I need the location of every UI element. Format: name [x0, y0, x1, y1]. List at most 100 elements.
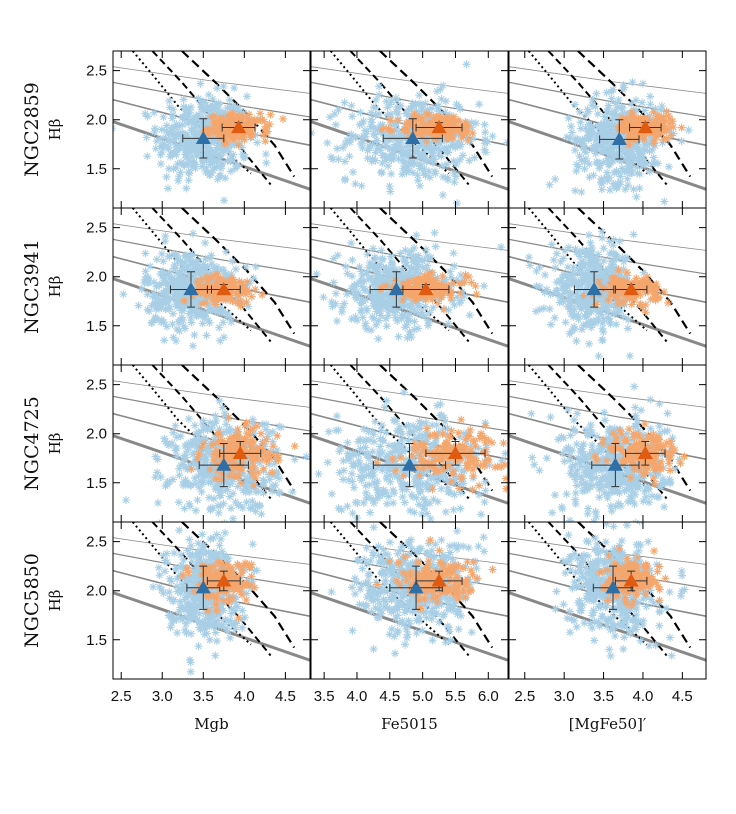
disc-point [357, 181, 366, 190]
disc-point [407, 105, 416, 114]
disc-point [361, 481, 370, 490]
disc-point [163, 280, 172, 289]
disc-point [164, 143, 173, 152]
disc-point [193, 302, 202, 311]
bulge-point [446, 116, 455, 125]
disc-point [412, 147, 421, 156]
bulge-point [652, 124, 661, 133]
disc-point [606, 319, 615, 328]
bulge-point [636, 300, 645, 309]
bulge-point [627, 113, 636, 122]
bulge-point [410, 446, 419, 455]
disc-point [348, 112, 357, 121]
disc-point [398, 447, 407, 456]
y-tick-label: 2.5 [86, 220, 107, 237]
disc-point [381, 275, 390, 284]
disc-point [240, 480, 249, 489]
disc-point [222, 414, 231, 423]
bulge-point [269, 442, 278, 451]
bulge-point [493, 462, 502, 471]
bulge-point [638, 283, 647, 292]
disc-point [218, 138, 227, 147]
disc-point [568, 462, 577, 471]
disc-point [609, 241, 618, 250]
disc-point [594, 142, 603, 151]
disc-point [584, 120, 593, 129]
disc-point [552, 278, 561, 287]
disc-point [381, 156, 390, 165]
disc-point [612, 143, 621, 152]
disc-point [367, 326, 376, 335]
disc-point [443, 147, 452, 156]
disc-point [222, 247, 231, 256]
model-grid-age-line [311, 66, 508, 94]
bulge-point [612, 276, 621, 285]
disc-point [393, 427, 402, 436]
disc-point [344, 476, 353, 485]
disc-point [251, 262, 260, 271]
disc-point [159, 271, 168, 280]
disc-point [189, 229, 198, 238]
disc-point [394, 439, 403, 448]
disc-point [176, 256, 185, 265]
bulge-point [467, 456, 476, 465]
disc-point [406, 506, 415, 515]
disc-point [238, 143, 247, 152]
disc-mean-marker [388, 281, 404, 296]
disc-point [532, 266, 541, 275]
disc-point [434, 151, 443, 160]
disc-point [244, 302, 253, 311]
disc-point [657, 102, 666, 111]
disc-point [396, 249, 405, 258]
disc-point [597, 185, 606, 194]
disc-point [441, 472, 450, 481]
disc-point [401, 446, 410, 455]
panel-ngc4725-2 [508, 364, 707, 523]
disc-point [170, 293, 179, 302]
disc-point [242, 498, 251, 507]
disc-point [600, 137, 609, 146]
disc-point [459, 479, 468, 488]
disc-point [207, 259, 216, 268]
disc-point [372, 307, 381, 316]
disc-point [361, 321, 370, 330]
disc-point [213, 137, 222, 146]
bulge-point [450, 122, 459, 131]
disc-point [390, 148, 399, 157]
bulge-point [230, 471, 239, 480]
disc-point [196, 79, 205, 88]
bulge-point [244, 439, 253, 448]
disc-point [180, 454, 189, 463]
disc-point [185, 255, 194, 264]
disc-point [337, 307, 346, 316]
bulge-point [469, 454, 478, 463]
disc-point [438, 161, 447, 170]
disc-point [259, 488, 268, 497]
disc-point [411, 265, 420, 274]
bulge-point [228, 463, 237, 472]
bulge-point [466, 425, 475, 434]
bulge-point [604, 295, 613, 304]
y-tick-label: 1.5 [86, 475, 107, 492]
disc-point [226, 157, 235, 166]
bulge-point [252, 422, 261, 431]
disc-point [357, 282, 366, 291]
disc-point [570, 324, 579, 333]
disc-point [188, 450, 197, 459]
disc-point [339, 466, 348, 475]
disc-point [551, 491, 560, 500]
disc-point [169, 105, 178, 114]
bulge-point [384, 124, 393, 133]
bulge-point [612, 286, 621, 295]
disc-point [581, 148, 590, 157]
disc-point [378, 490, 387, 499]
model-grid-metallicity-line [577, 365, 692, 492]
bulge-point [462, 126, 471, 135]
disc-point [431, 242, 440, 251]
disc-point [264, 470, 273, 479]
disc-point [419, 502, 428, 511]
disc-point [395, 275, 404, 284]
disc-point [398, 442, 407, 451]
disc-point [382, 396, 391, 405]
disc-point [609, 308, 618, 317]
